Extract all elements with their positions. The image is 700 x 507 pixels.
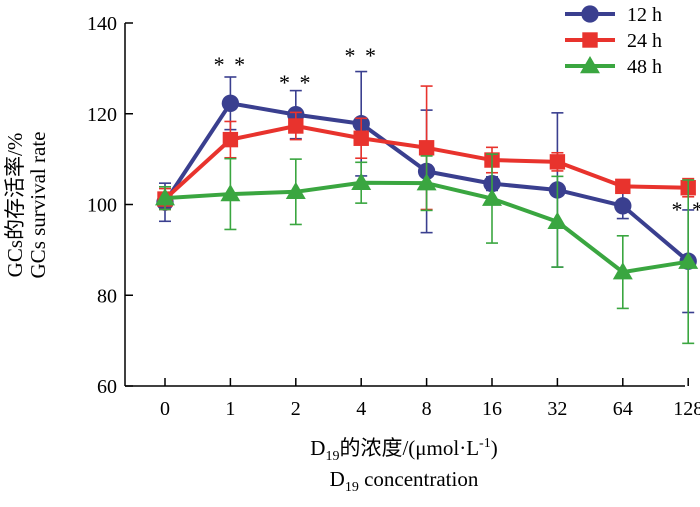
significance-mark: * * [279,70,313,95]
data-point [678,251,699,269]
data-point [351,172,372,190]
axes [124,23,685,387]
legend: 12 h 24 h 48 h [565,4,662,78]
data-point [612,262,633,280]
y-axis-title-en: GCs survival rate [26,132,50,279]
x-tick-label: 16 [482,398,502,420]
data-point [353,130,369,146]
x-axis-title-en-prefix: D [330,467,345,491]
legend-label: 48 h [627,56,662,78]
data-point [614,197,632,215]
significance-mark: * * [671,197,700,222]
x-axis-title-cn: D19的浓度/(μmol·L-1) [310,436,497,464]
significance-marks: * * * * * * * * [214,43,700,222]
data-point [416,173,437,191]
data-point [482,188,502,206]
data-point [549,154,566,170]
data-point [615,178,631,195]
x-axis-title-en-subscript: 19 [345,480,359,495]
data-point [418,140,435,156]
data-point [547,211,568,229]
legend-marker [580,56,600,74]
x-ticks: 0 1 2 4 8 16 32 64 128 [160,378,700,420]
x-axis-title-cn-superscript: -1 [479,436,491,451]
x-tick-label: 128 [673,398,700,420]
y-tick-label: 100 [87,195,117,217]
x-tick-label: 0 [160,398,170,420]
x-tick-label: 1 [225,398,235,420]
x-axis-title-en-text: concentration [359,467,479,491]
data-point [221,94,240,112]
legend-marker [582,32,598,48]
significance-mark: * * [214,52,248,77]
data-point [220,184,241,202]
y-tick-label: 80 [97,285,117,307]
x-tick-label: 32 [547,398,567,420]
x-axis-title-cn-subscript: 19 [325,449,339,464]
data-point [285,181,306,200]
data-point [288,118,304,134]
series-48-h [155,153,699,345]
x-axis-title-cn-text: 的浓度/(μmol·L [339,436,479,460]
x-tick-label: 64 [613,398,633,420]
legend-label: 12 h [627,4,662,26]
x-axis-title-en: D19 concentration [330,467,479,495]
x-tick-label: 8 [422,398,432,420]
legend-label: 24 h [627,30,662,52]
x-axis-title-cn-suffix: ) [491,436,498,460]
y-tick-label: 60 [97,376,117,398]
y-ticks: 60 80 100 120 140 [87,13,133,398]
legend-marker [581,5,599,23]
data-point [155,188,175,206]
x-axis-title-cn-prefix: D [310,436,325,460]
y-tick-label: 120 [87,104,117,126]
significance-mark: * * [344,43,378,68]
data-point [222,131,239,148]
x-tick-label: 4 [356,398,366,420]
y-axis-title-cn: GCs的存活率/% [3,133,27,278]
x-tick-label: 2 [291,398,301,420]
y-tick-label: 140 [87,13,117,35]
series-group [155,70,699,345]
